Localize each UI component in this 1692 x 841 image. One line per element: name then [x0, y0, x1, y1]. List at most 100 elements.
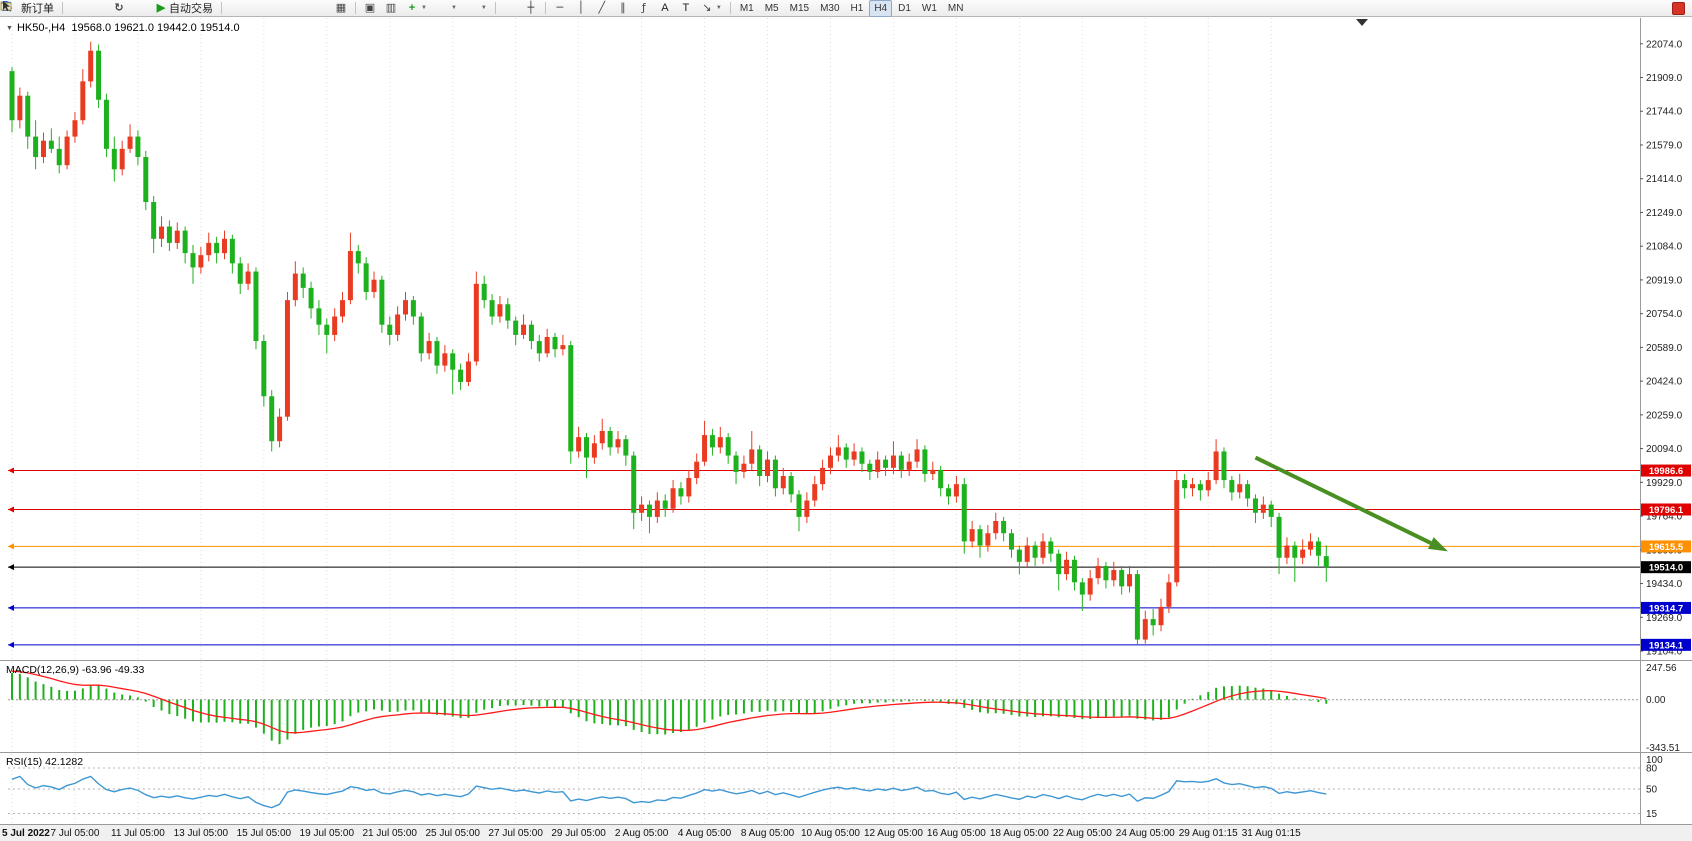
equidistant-channel-button[interactable]: ∥ — [613, 0, 633, 17]
rsi-level-lines — [8, 767, 1640, 814]
chart-title: ▼ HK50-,H4 19568.0 19621.0 19442.0 19514.… — [6, 22, 240, 34]
price-tags: 19986.6 19796.1 19615.5 19514.0 19314.7 19134… — [1641, 464, 1691, 651]
svg-text:16 Aug 05:00: 16 Aug 05:00 — [927, 828, 986, 839]
timeframe-m1-button[interactable]: M1 — [739, 2, 754, 14]
dropdown-caret-icon: ▼ — [715, 5, 722, 11]
cursor-button[interactable] — [3, 0, 520, 17]
trendline-button[interactable]: ╱ — [592, 0, 612, 17]
svg-text:21084.0: 21084.0 — [1646, 242, 1683, 253]
svg-text:19929.0: 19929.0 — [1646, 478, 1683, 489]
svg-text:19314.7: 19314.7 — [1649, 603, 1683, 614]
navigator-button[interactable] — [2, 0, 108, 17]
timeframe-h1-button[interactable]: H1 — [850, 2, 864, 14]
new-order-label: 新订单 — [21, 3, 54, 15]
line-price-tag — [1641, 540, 1691, 553]
bar-chart-button[interactable] — [2, 0, 246, 17]
svg-text:19434.0: 19434.0 — [1646, 579, 1683, 590]
arrows-tool-button[interactable]: ↘ ▼ — [697, 0, 726, 17]
toolbar-separator — [729, 2, 731, 14]
time-axis[interactable]: 5 Jul 2022 7 Jul 05:00 11 Jul 05:00 13 Jul … — [2, 828, 1301, 839]
grid-icon: ▦ — [335, 1, 347, 14]
notification-button[interactable] — [1668, 0, 1689, 17]
person-icon — [2, 1, 104, 14]
timeframe-m30-button[interactable]: M30 — [820, 2, 840, 14]
timeframe-m15-button[interactable]: M15 — [789, 2, 810, 14]
svg-text:8 Aug 05:00: 8 Aug 05:00 — [741, 828, 795, 839]
bars-icon — [2, 1, 242, 14]
svg-text:22 Aug 05:00: 22 Aug 05:00 — [1053, 828, 1112, 839]
notification-icon — [1672, 1, 1685, 15]
periods-button[interactable]: ▼ — [0, 0, 461, 17]
autotrading-button[interactable]: ▶ 自动交易 — [151, 0, 217, 17]
timeframe-mn-button[interactable]: MN — [947, 2, 964, 14]
svg-text:4 Aug 05:00: 4 Aug 05:00 — [678, 828, 732, 839]
dropdown-caret-icon: ▼ — [421, 5, 427, 11]
svg-text:20424.0: 20424.0 — [1646, 377, 1683, 388]
toolbar-separator — [221, 2, 222, 14]
auto-scroll-button[interactable]: ▣ — [360, 0, 380, 17]
svg-text:13 Jul 05:00: 13 Jul 05:00 — [174, 828, 229, 839]
crosshair-button[interactable]: ┼ — [521, 0, 541, 17]
dropdown-caret-icon: ▼ — [450, 5, 457, 11]
vertical-line-button[interactable]: │ — [571, 0, 591, 17]
text-icon: A — [661, 2, 669, 14]
svg-text:20919.0: 20919.0 — [1646, 275, 1683, 286]
label-icon: T — [682, 2, 690, 14]
toolbar-separator — [494, 2, 496, 14]
chart-symbol-period: HK50-,H4 — [16, 22, 66, 34]
svg-text:19764.0: 19764.0 — [1646, 512, 1683, 523]
toolbar-separator — [355, 2, 356, 14]
dropdown-caret-icon: ▼ — [480, 5, 487, 11]
one-click-trading-arrow-icon[interactable]: ▼ — [6, 25, 13, 32]
arrow-tool-icon: ↘ — [702, 1, 712, 14]
svg-text:19134.1: 19134.1 — [1649, 640, 1684, 651]
candlestick-chart-button[interactable] — [2, 0, 267, 17]
market-watch-button[interactable] — [1, 0, 87, 17]
cursor-icon — [3, 1, 516, 14]
timeframe-d1-button[interactable]: D1 — [898, 2, 911, 14]
line-chart-button[interactable] — [0, 0, 288, 17]
terminal-button[interactable] — [1, 0, 150, 17]
timeframe-h4-button[interactable]: H4 — [869, 0, 893, 17]
trendline-icon: ╱ — [598, 1, 606, 14]
svg-text:21414.0: 21414.0 — [1646, 174, 1683, 185]
svg-text:19986.6: 19986.6 — [1649, 466, 1683, 477]
terminal-icon — [1, 2, 146, 14]
svg-text:20094.0: 20094.0 — [1646, 444, 1683, 455]
label-tool-button[interactable]: T — [676, 0, 696, 17]
candlesticks — [9, 41, 1329, 645]
chart-shift-marker[interactable] — [1356, 19, 1368, 26]
tile-windows-button[interactable]: ▦ — [331, 0, 351, 17]
svg-text:31 Aug 01:15: 31 Aug 01:15 — [1242, 828, 1301, 839]
fibonacci-button[interactable]: ƒ — [634, 0, 654, 17]
speaker-icon — [1, 2, 83, 14]
horizontal-lines[interactable] — [8, 467, 1640, 648]
text-tool-button[interactable]: A — [655, 0, 675, 17]
time-axis-strip[interactable] — [0, 824, 1692, 841]
refresh-icon: ↻ — [114, 1, 124, 14]
candle-icon — [2, 1, 263, 14]
macd-current-values: -63.96 -49.33 — [81, 664, 145, 676]
zoom-in-button[interactable] — [1, 0, 309, 17]
line-price-tag — [1641, 464, 1691, 477]
price-axis[interactable]: 22074.0 21909.0 21744.0 21579.0 21414.0 21249… — [1640, 39, 1683, 658]
chart-shift-button[interactable]: ▥ — [381, 0, 401, 17]
channel-icon: ∥ — [620, 1, 626, 14]
indicators-button[interactable]: + ▼ — [402, 0, 431, 17]
templates-button[interactable]: ▼ — [0, 0, 491, 17]
horizontal-line-icon: ─ — [556, 1, 564, 14]
timeframe-m5-button[interactable]: M5 — [764, 2, 779, 14]
line-price-tag — [1641, 638, 1691, 651]
timeframe-w1-button[interactable]: W1 — [921, 2, 937, 14]
svg-text:21579.0: 21579.0 — [1646, 140, 1683, 151]
svg-text:20754.0: 20754.0 — [1646, 309, 1683, 320]
bid-price-tag — [1641, 561, 1691, 574]
svg-text:7 Jul 05:00: 7 Jul 05:00 — [50, 828, 99, 839]
zoom-out-button[interactable] — [1, 0, 330, 17]
horizontal-line-button[interactable]: ─ — [550, 0, 570, 17]
svg-text:27 Jul 05:00: 27 Jul 05:00 — [488, 828, 543, 839]
trend-arrow[interactable] — [1254, 455, 1448, 552]
svg-text:19104.0: 19104.0 — [1646, 647, 1683, 658]
refresh-button[interactable]: ↻ — [109, 0, 129, 17]
